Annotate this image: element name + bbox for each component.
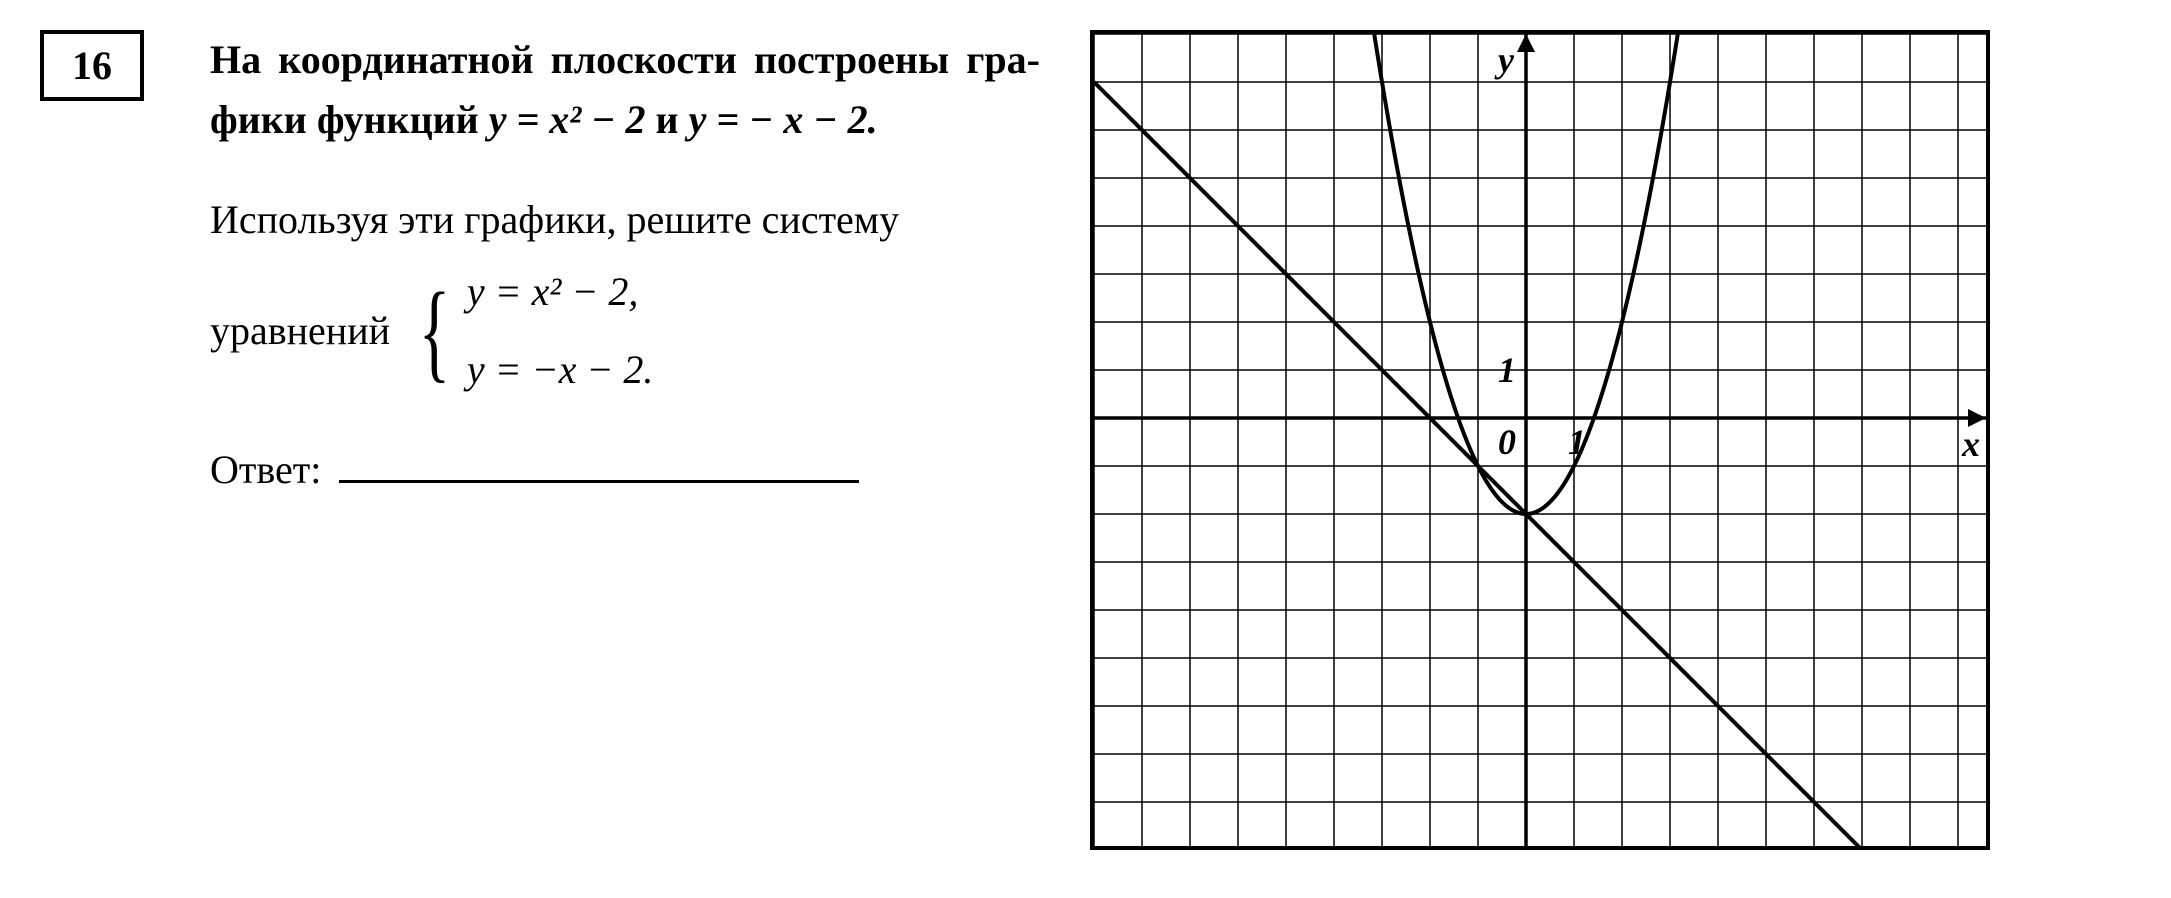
coordinate-graph: y x 0 1 1 [1090,30,1990,850]
answer-blank[interactable] [339,480,859,483]
eq2: y = −x − 2. [467,340,653,400]
intro-conj: и [656,97,689,142]
answer-label: Ответ: [210,440,321,500]
svg-text:x: x [1961,424,1980,464]
svg-text:0: 0 [1498,422,1516,462]
func1: y = x² − 2 [489,97,646,142]
system-word: уравнений [210,301,390,361]
svg-text:y: y [1494,40,1515,80]
intro-line2-prefix: фики функций [210,97,489,142]
system-brace: { y = x² − 2, y = −x − 2. [408,262,653,400]
svg-text:1: 1 [1568,422,1586,462]
problem-number: 16 [40,30,144,101]
svg-text:1: 1 [1498,350,1516,390]
problem-instruction: Используя эти графики, решите систему [210,190,1040,250]
intro-line1: На координатной плоскости построены гра- [210,37,1040,82]
eq1: y = x² − 2, [467,262,653,322]
func2: y = − x − 2. [689,97,878,142]
problem-intro: На координатной плоскости построены гра-… [210,30,1040,150]
